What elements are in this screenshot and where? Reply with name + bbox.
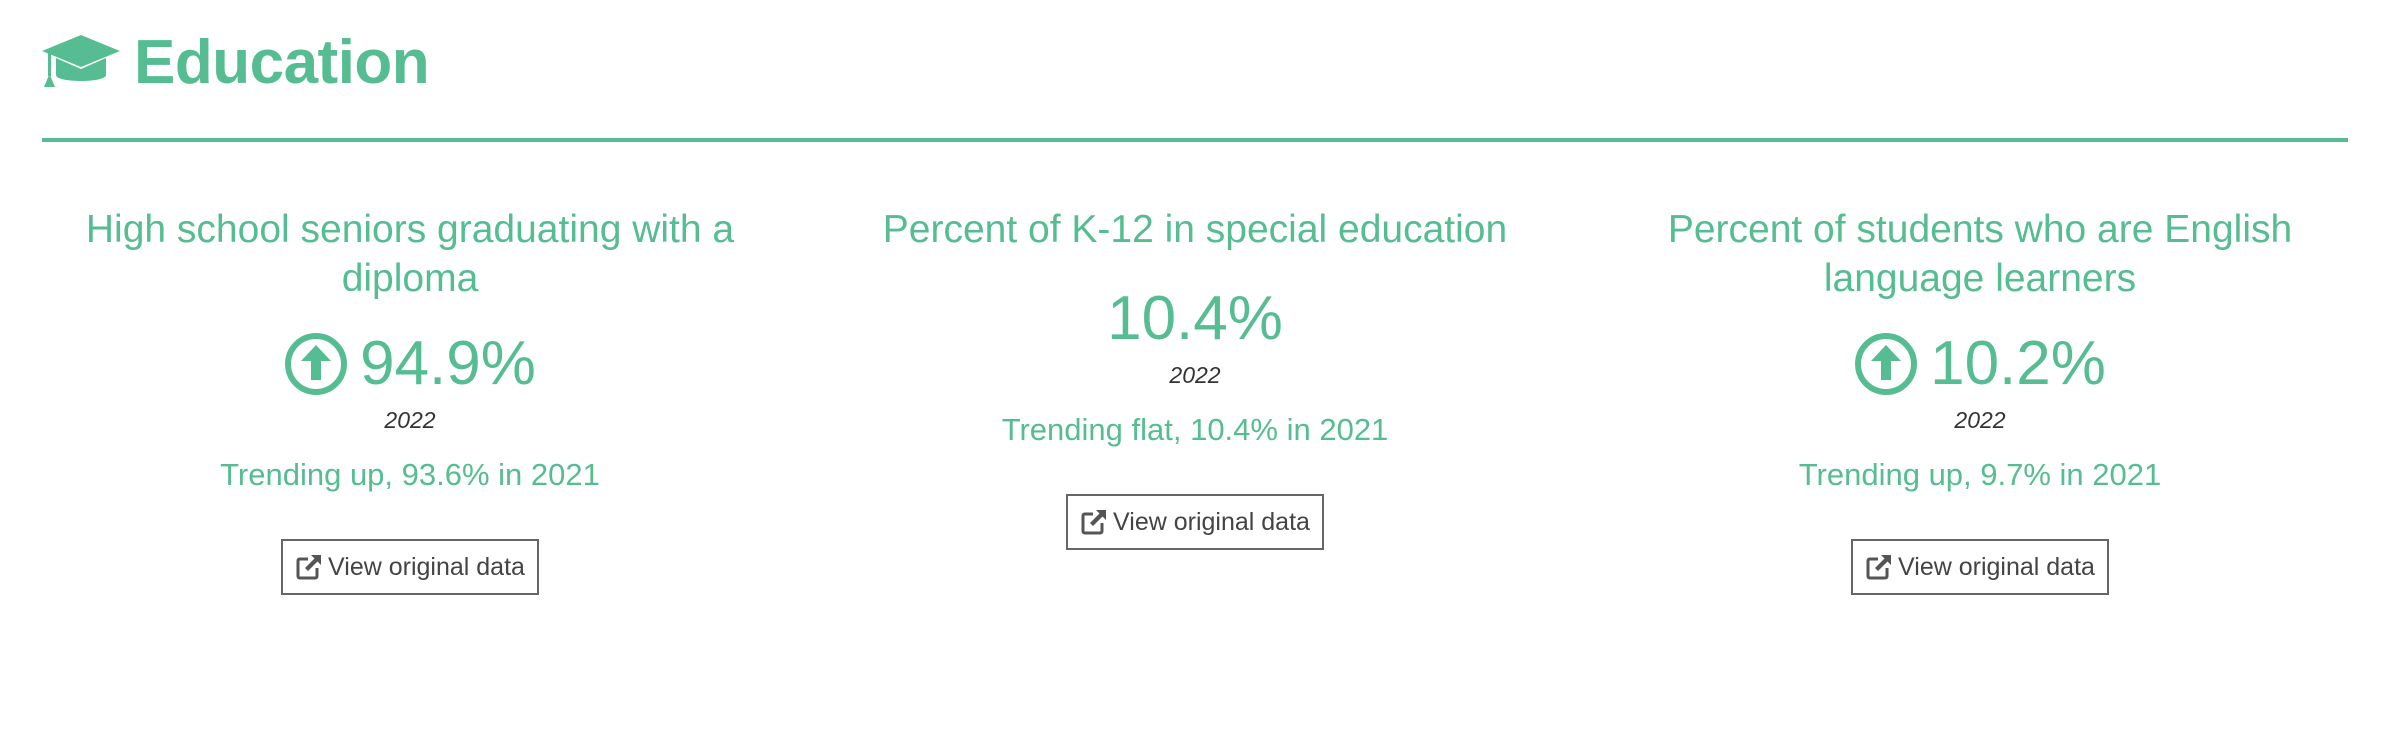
view-original-data-button[interactable]: View original data bbox=[281, 539, 539, 595]
metric-year: 2022 bbox=[384, 407, 436, 433]
metric-title: High school seniors graduating with a di… bbox=[85, 208, 735, 300]
button-label: View original data bbox=[1113, 507, 1310, 536]
metric-card-english-learners: Percent of students who are English lang… bbox=[1620, 205, 2340, 595]
section-header: Education bbox=[40, 22, 430, 102]
metric-trend: Trending up, 9.7% in 2021 bbox=[1798, 457, 2162, 492]
button-label: View original data bbox=[328, 552, 525, 581]
view-original-data-button[interactable]: View original data bbox=[1066, 494, 1324, 550]
external-link-icon bbox=[1866, 555, 1892, 580]
metric-value-row: 10.4% bbox=[835, 284, 1555, 354]
metric-title: Percent of students who are English lang… bbox=[1667, 208, 2293, 300]
arrow-circle-up-icon bbox=[285, 333, 348, 395]
arrow-circle-up-icon bbox=[1855, 333, 1918, 395]
metric-title: Percent of K-12 in special education bbox=[882, 208, 1508, 251]
button-label: View original data bbox=[1898, 552, 2095, 581]
metric-card-special-education: Percent of K-12 in special education 10.… bbox=[835, 205, 1555, 550]
metric-value-row: 10.2% bbox=[1620, 329, 2340, 399]
metric-value: 94.9% bbox=[360, 329, 536, 398]
metric-year: 2022 bbox=[1954, 407, 2006, 433]
graduation-cap-icon bbox=[42, 35, 120, 87]
section-divider bbox=[42, 138, 2348, 142]
view-original-data-button[interactable]: View original data bbox=[1851, 539, 2109, 595]
metric-value-row: 94.9% bbox=[50, 329, 770, 399]
page-title: Education bbox=[134, 27, 430, 97]
external-link-icon bbox=[296, 555, 322, 580]
metric-trend: Trending flat, 10.4% in 2021 bbox=[1001, 412, 1389, 447]
metric-year: 2022 bbox=[1169, 362, 1221, 388]
metric-card-graduation: High school seniors graduating with a di… bbox=[50, 205, 770, 595]
metric-trend: Trending up, 93.6% in 2021 bbox=[220, 457, 600, 492]
metric-value: 10.2% bbox=[1930, 329, 2106, 398]
external-link-icon bbox=[1081, 510, 1107, 535]
metric-value: 10.4% bbox=[1107, 284, 1283, 353]
